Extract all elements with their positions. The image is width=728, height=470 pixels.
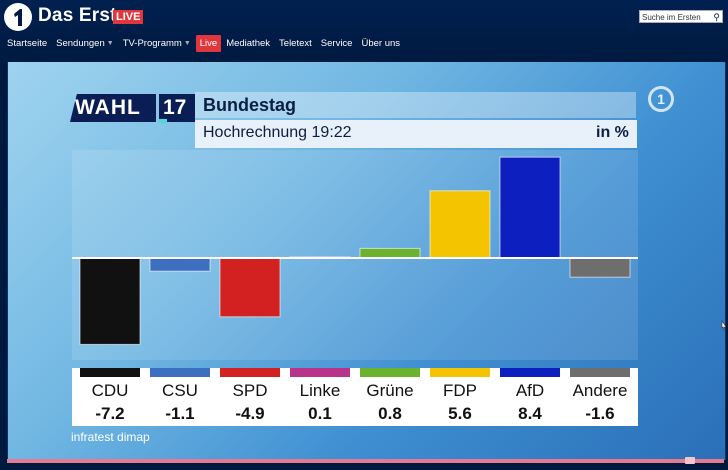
party-value: 5.6 bbox=[448, 404, 472, 423]
party-color-stripe bbox=[290, 368, 350, 377]
nav-item-label: Teletext bbox=[279, 37, 312, 49]
source-label: infratest dimap bbox=[71, 430, 150, 444]
party-column-spd: SPD -4.9 bbox=[220, 368, 280, 426]
party-column-cdu: CDU -7.2 bbox=[80, 368, 140, 426]
party-color-stripe bbox=[80, 368, 140, 377]
bar-chart bbox=[72, 156, 638, 345]
party-column-csu: CSU -1.1 bbox=[150, 368, 210, 426]
bar-fdp bbox=[429, 190, 491, 259]
party-name: SPD bbox=[232, 381, 268, 400]
nav-item-sendungen[interactable]: Sendungen ▼ bbox=[52, 35, 118, 52]
party-name: CSU bbox=[162, 381, 198, 400]
party-name: Andere bbox=[572, 381, 628, 400]
party-name: Linke bbox=[299, 381, 341, 400]
party-name: AfD bbox=[515, 381, 545, 400]
mouse-cursor-icon bbox=[721, 320, 727, 331]
subline-band bbox=[195, 120, 637, 148]
search-input[interactable]: Suche im Ersten ⚲ bbox=[639, 10, 723, 23]
nav-item-teletext[interactable]: Teletext bbox=[275, 35, 316, 52]
chart-panel bbox=[72, 150, 638, 360]
nav-item-label: Sendungen bbox=[56, 37, 105, 49]
party-color-stripe bbox=[430, 368, 490, 377]
channel-logo-icon: 1 bbox=[648, 86, 674, 112]
chart-unit: in % bbox=[596, 124, 629, 141]
party-column-afd: AfD 8.4 bbox=[500, 368, 560, 426]
party-name: FDP bbox=[443, 381, 477, 400]
wahl-year: 17 bbox=[163, 96, 187, 119]
nav-item-label: Startseite bbox=[7, 37, 48, 49]
nav-item-live[interactable]: Live bbox=[195, 34, 222, 52]
party-column-fdp: FDP 5.6 bbox=[430, 368, 490, 426]
bar-csu bbox=[149, 257, 211, 272]
party-value: -1.6 bbox=[585, 404, 615, 423]
party-labels-panel: CDU -7.2 CSU -1.1 SPD -4.9 Linke 0.1 Grüne 0.8 FDP… bbox=[72, 368, 638, 426]
bar-cdu bbox=[79, 257, 141, 345]
wahl-logo-box bbox=[70, 94, 156, 122]
bar-afd bbox=[499, 156, 561, 259]
chevron-down-icon: ▼ bbox=[183, 39, 191, 47]
party-name: Grüne bbox=[366, 381, 414, 400]
wahl-year-box bbox=[159, 94, 195, 122]
video-player[interactable]: WAHL 17 Bundestag Hochrechnung 19:22 in … bbox=[7, 62, 727, 460]
nav-item-mediathek[interactable]: Mediathek bbox=[222, 35, 274, 52]
nav-item-label: Live bbox=[199, 37, 218, 49]
chart-headline: Bundestag bbox=[203, 95, 297, 115]
party-value: -1.1 bbox=[165, 404, 195, 423]
bar-spd bbox=[219, 257, 281, 318]
party-value: -4.9 bbox=[235, 404, 265, 423]
chart-subline: Hochrechnung 19:22 bbox=[203, 124, 352, 141]
progress-handle[interactable] bbox=[685, 457, 695, 464]
live-badge: LIVE bbox=[113, 10, 144, 24]
site-header: Das Erste LIVE Suche im Ersten ⚲ Startse… bbox=[0, 0, 728, 62]
nav-item-label: TV-Programm bbox=[122, 37, 182, 49]
search-icon[interactable]: ⚲ bbox=[713, 12, 720, 22]
search-placeholder: Suche im Ersten bbox=[642, 13, 701, 22]
nav-item-label: Service bbox=[320, 37, 353, 49]
logo-accent-strip bbox=[159, 119, 167, 123]
party-column-linke: Linke 0.1 bbox=[290, 368, 350, 426]
nav-item-label: Über uns bbox=[361, 37, 401, 49]
nav-item-tv-programm[interactable]: TV-Programm ▼ bbox=[119, 35, 195, 52]
wahl-logo-text: WAHL bbox=[75, 96, 141, 119]
party-column-andere: Andere -1.6 bbox=[570, 368, 630, 426]
party-value: 8.4 bbox=[518, 404, 542, 423]
nav-item-service[interactable]: Service bbox=[317, 35, 357, 52]
bar-grüne bbox=[359, 247, 421, 259]
brand-title[interactable]: Das Erste bbox=[38, 5, 128, 26]
main-navigation: Startseite Sendungen ▼ TV-Programm ▼ Live Medi… bbox=[0, 34, 405, 52]
party-color-stripe bbox=[360, 368, 420, 377]
party-color-stripe bbox=[500, 368, 560, 377]
party-value: 0.8 bbox=[378, 404, 402, 423]
nav-item-label: Mediathek bbox=[226, 37, 271, 49]
das-erste-logo[interactable] bbox=[4, 3, 32, 31]
headline-band bbox=[195, 92, 636, 118]
party-color-stripe bbox=[150, 368, 210, 377]
chevron-down-icon: ▼ bbox=[106, 39, 114, 47]
bar-andere bbox=[569, 257, 631, 278]
nav-item-startseite[interactable]: Startseite bbox=[3, 35, 51, 52]
party-color-stripe bbox=[220, 368, 280, 377]
party-column-grüne: Grüne 0.8 bbox=[360, 368, 420, 426]
party-color-stripe bbox=[570, 368, 630, 377]
nav-item--ber-uns[interactable]: Über uns bbox=[357, 35, 404, 52]
party-name: CDU bbox=[91, 381, 129, 400]
party-value: -7.2 bbox=[95, 404, 125, 423]
video-progress-bar[interactable] bbox=[7, 459, 724, 463]
party-value: 0.1 bbox=[308, 404, 332, 423]
